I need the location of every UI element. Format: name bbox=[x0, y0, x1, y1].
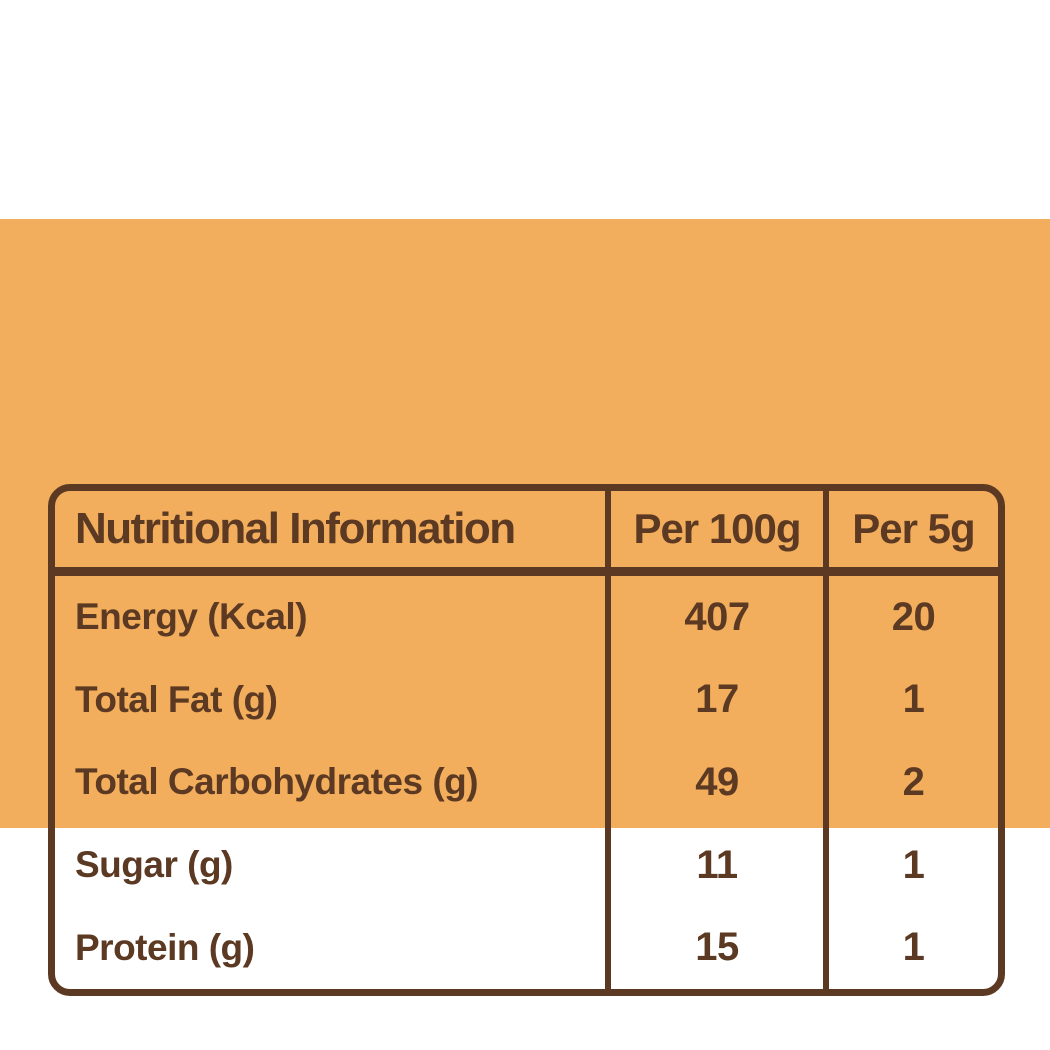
table-header-per100g-cell: Per 100g bbox=[605, 491, 823, 576]
row-value: 17 bbox=[695, 677, 739, 722]
row-value: 15 bbox=[695, 925, 739, 970]
row-label: Energy (Kcal) bbox=[75, 596, 308, 638]
row-label: Protein (g) bbox=[75, 926, 255, 968]
table-row-total-fat-label-cell: Total Fat (g) bbox=[55, 659, 605, 742]
table-row-total-fat-per100g-cell: 17 bbox=[605, 658, 823, 742]
table-row-total-fat-per5g-cell: 1 bbox=[823, 658, 998, 742]
row-value: 1 bbox=[902, 842, 925, 887]
table-row-total-carbohydrates-label-cell: Total Carbohydrates (g) bbox=[55, 741, 605, 824]
column-header-per-100g: Per 100g bbox=[633, 505, 801, 552]
row-label: Total Fat (g) bbox=[75, 678, 278, 720]
table-row-protein-per5g-cell: 1 bbox=[823, 906, 998, 989]
table-row-energy-per5g-cell: 20 bbox=[823, 576, 998, 659]
row-label: Sugar (g) bbox=[75, 844, 233, 886]
table-row-energy-per100g-cell: 407 bbox=[605, 576, 823, 659]
row-value: 1 bbox=[902, 677, 925, 722]
table-row-protein-label-cell: Protein (g) bbox=[55, 906, 605, 989]
table-title: Nutritional Information bbox=[75, 504, 516, 553]
table-row-sugar-label-cell: Sugar (g) bbox=[55, 824, 605, 907]
table-row-sugar-per5g-cell: 1 bbox=[823, 823, 998, 907]
table-header-per5g-cell: Per 5g bbox=[823, 491, 998, 576]
row-value: 11 bbox=[696, 842, 738, 887]
row-value: 407 bbox=[684, 594, 750, 639]
column-header-per-5g: Per 5g bbox=[852, 505, 975, 552]
row-value: 49 bbox=[695, 759, 739, 804]
table-row-total-carbohydrates-per100g-cell: 49 bbox=[605, 741, 823, 824]
orange-label-panel: Nutritional Information Per 100g Per 5g … bbox=[0, 219, 1050, 996]
table-header-title-cell: Nutritional Information bbox=[55, 491, 605, 576]
nutrition-table: Nutritional Information Per 100g Per 5g … bbox=[48, 484, 1005, 996]
table-row-protein-per100g-cell: 15 bbox=[605, 906, 823, 989]
row-value: 2 bbox=[902, 759, 925, 804]
row-label: Total Carbohydrates (g) bbox=[75, 761, 479, 803]
table-row-energy-label-cell: Energy (Kcal) bbox=[55, 576, 605, 659]
row-value: 1 bbox=[902, 925, 925, 970]
row-value: 20 bbox=[891, 594, 936, 639]
table-row-sugar-per100g-cell: 11 bbox=[605, 823, 823, 907]
table-row-total-carbohydrates-per5g-cell: 2 bbox=[823, 741, 998, 824]
